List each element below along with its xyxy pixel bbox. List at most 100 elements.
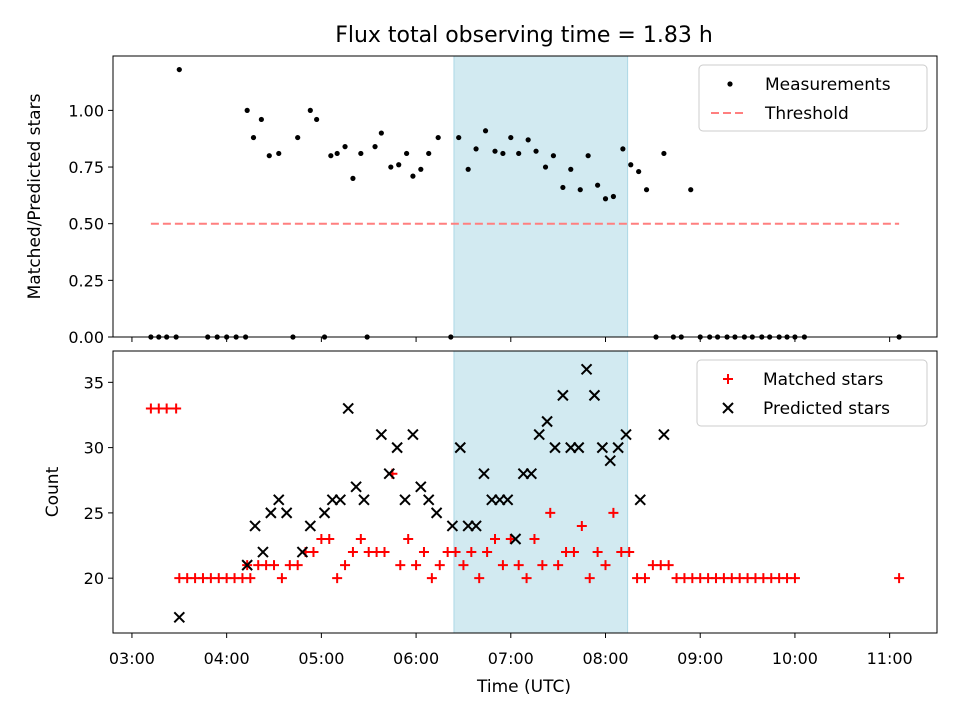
measurements-point	[661, 150, 667, 157]
matched-stars-point	[624, 547, 635, 558]
predicted-stars-point	[399, 494, 411, 506]
measurements-point	[266, 153, 272, 159]
plot-frame	[112, 350, 938, 634]
measurements-point	[585, 153, 591, 159]
predicted-stars-point	[557, 389, 569, 402]
y-tick-label: 30	[84, 439, 104, 458]
measurements-point	[508, 134, 514, 141]
predicted-stars-point	[273, 494, 285, 506]
x-tick-label: 10:00	[772, 649, 818, 668]
predicted-stars-point	[525, 468, 538, 480]
matched-stars-point	[663, 560, 674, 571]
predicted-stars-point	[612, 441, 624, 454]
matched-stars-point	[418, 547, 429, 558]
predicted-stars-point	[596, 441, 609, 454]
measurements-point	[410, 173, 416, 179]
matched-stars-point	[576, 520, 587, 531]
predicted-stars-point	[572, 441, 585, 454]
top-panel: 0.00 0.25 0.50 0.75 1.00 Matched/Predicted st…	[25, 55, 938, 347]
predicted-stars-point	[541, 415, 553, 428]
predicted-stars-point	[173, 611, 186, 624]
measurements-point	[610, 193, 616, 200]
predicted-stars-point	[588, 389, 601, 402]
measurements-point	[378, 130, 384, 136]
predicted-stars-point	[383, 468, 395, 480]
matched-stars-point	[474, 573, 485, 584]
y-tick-label: 35	[84, 373, 104, 392]
legend-label: Matched stars	[763, 370, 883, 390]
measurements-point	[688, 187, 694, 193]
measurements-point	[358, 150, 364, 157]
predicted-stars-point	[430, 507, 443, 519]
predicted-stars-point	[549, 441, 561, 454]
legend-box	[696, 359, 928, 427]
measurements-point	[568, 166, 574, 172]
y-tick-label: 0.00	[68, 328, 104, 347]
y-tick-label: 20	[84, 569, 104, 588]
predicted-stars-point	[580, 363, 593, 375]
measurements-point	[404, 150, 410, 157]
x-tick-label: 04:00	[204, 649, 250, 668]
measurements-point	[643, 187, 650, 193]
predicted-stars-point	[350, 481, 362, 493]
x-tick-label: 08:00	[582, 649, 628, 668]
matched-stars-point	[789, 573, 800, 584]
matched-stars-point	[434, 560, 445, 571]
matched-stars-point	[332, 573, 343, 584]
matched-stars-point	[395, 560, 406, 571]
measurements-point	[550, 153, 557, 159]
matched-stars-point	[529, 534, 540, 544]
measurements-point	[595, 182, 601, 188]
measurements-point	[250, 134, 257, 141]
measurements-point	[542, 164, 549, 170]
legend-box	[698, 64, 928, 132]
measurements-point	[473, 146, 479, 152]
matched-stars-point	[553, 560, 564, 571]
measurements-point	[388, 164, 394, 170]
legend-label: Threshold	[764, 104, 849, 124]
predicted-stars-point	[509, 533, 522, 545]
measurements-point	[482, 128, 489, 134]
predicted-stars-point	[446, 520, 459, 532]
measurements-point	[372, 144, 378, 150]
matched-stars-point	[403, 534, 414, 544]
predicted-stars-point	[620, 428, 632, 441]
x-tick-label: 05:00	[298, 649, 344, 668]
predicted-stars-point	[318, 507, 331, 519]
matched-stars-point	[292, 560, 303, 571]
matched-stars-point	[450, 547, 461, 558]
predicted-stars-point	[241, 559, 253, 571]
matched-stars-point	[308, 547, 319, 558]
measurements-point	[176, 66, 182, 73]
measurements-point	[435, 134, 441, 141]
predicted-stars-point	[265, 507, 277, 519]
matched-stars-point	[490, 534, 501, 544]
chart-title: Flux total observing time = 1.83 h	[335, 23, 713, 48]
measurements-point	[396, 162, 402, 168]
matched-stars-point	[458, 560, 469, 571]
x-tick-label: 03:00	[109, 649, 155, 668]
predicted-stars-point	[634, 494, 646, 506]
matched-stars-point	[411, 560, 422, 571]
x-tick-label: 07:00	[488, 649, 534, 668]
matched-stars-point	[171, 403, 182, 414]
matched-stars-point	[497, 560, 508, 571]
measurements-point	[492, 148, 498, 154]
predicted-stars-point	[604, 454, 616, 467]
plot-frame	[112, 55, 938, 338]
predicted-stars-point	[501, 494, 514, 506]
matched-stars-point	[513, 560, 524, 571]
measurements-point	[258, 116, 264, 123]
matched-stars-point	[537, 560, 548, 571]
measurements-point	[342, 144, 348, 150]
matched-stars-point	[340, 560, 351, 571]
y-tick-label: 0.75	[68, 158, 104, 177]
predicted-stars-point	[249, 520, 261, 532]
measurements-point	[533, 148, 539, 154]
y-tick-label: 1.00	[68, 101, 104, 120]
x-tick-label: 11:00	[867, 649, 913, 668]
measurements-point	[314, 116, 320, 123]
matched-stars-point	[600, 560, 611, 571]
predicted-stars-point	[391, 441, 403, 454]
y-axis-label: Matched/Predicted stars	[25, 93, 45, 299]
